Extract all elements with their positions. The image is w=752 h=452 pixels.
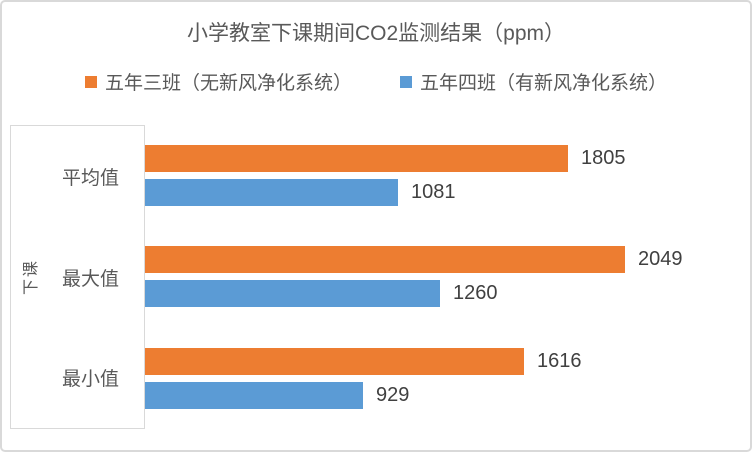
legend-item-class3: 五年三班（无新风净化系统） <box>84 68 352 95</box>
data-label-class4-average: 1081 <box>411 181 456 204</box>
bar-class4-average <box>145 179 398 207</box>
category-axis-title: 下课 <box>23 258 41 296</box>
data-label-class3-average: 1805 <box>581 147 626 170</box>
chart-title: 小学教室下课期间CO2监测结果（ppm） <box>186 22 566 45</box>
data-label-class4-min: 929 <box>376 383 410 406</box>
category-label-average: 平均值 <box>61 167 119 189</box>
data-label-class3-max: 2049 <box>638 248 683 271</box>
bar-row: 1805 <box>145 145 745 173</box>
bar-group-max: 2049 1260 <box>145 226 745 327</box>
bar-class3-min <box>145 347 524 375</box>
bar-group-min: 1616 929 <box>145 328 745 429</box>
bar-row: 2049 <box>145 246 745 274</box>
bar-row: 1260 <box>145 280 745 308</box>
legend: 五年三班（无新风净化系统） 五年四班（有新风净化系统） <box>2 68 750 95</box>
bar-row: 929 <box>145 381 745 409</box>
data-label-class4-max: 1260 <box>453 282 498 305</box>
legend-marker-class4 <box>400 75 412 88</box>
bar-group-average: 1805 1081 <box>145 125 745 226</box>
bar-class4-min <box>145 381 363 409</box>
bar-row: 1081 <box>145 179 745 207</box>
category-label-max: 最大值 <box>61 268 119 290</box>
bar-row: 1616 <box>145 347 745 375</box>
data-label-class3-min: 1616 <box>537 349 582 372</box>
legend-label-class4: 五年四班（有新风净化系统） <box>420 73 668 94</box>
bar-class3-average <box>145 145 568 173</box>
legend-label-class3: 五年三班（无新风净化系统） <box>104 73 352 94</box>
category-axis-area: 下课 平均值 最大值 最小值 <box>10 125 145 429</box>
category-axis-title-column: 下课 <box>11 126 47 428</box>
bar-class3-max <box>145 246 625 274</box>
legend-marker-class3 <box>84 75 97 88</box>
bar-class4-max <box>145 280 440 308</box>
category-labels: 平均值 最大值 最小值 <box>47 126 144 428</box>
legend-item-class4: 五年四班（有新风净化系统） <box>400 68 667 95</box>
category-label-min: 最小值 <box>61 369 119 391</box>
plot-area: 1805 1081 2049 1260 1616 <box>145 125 745 429</box>
